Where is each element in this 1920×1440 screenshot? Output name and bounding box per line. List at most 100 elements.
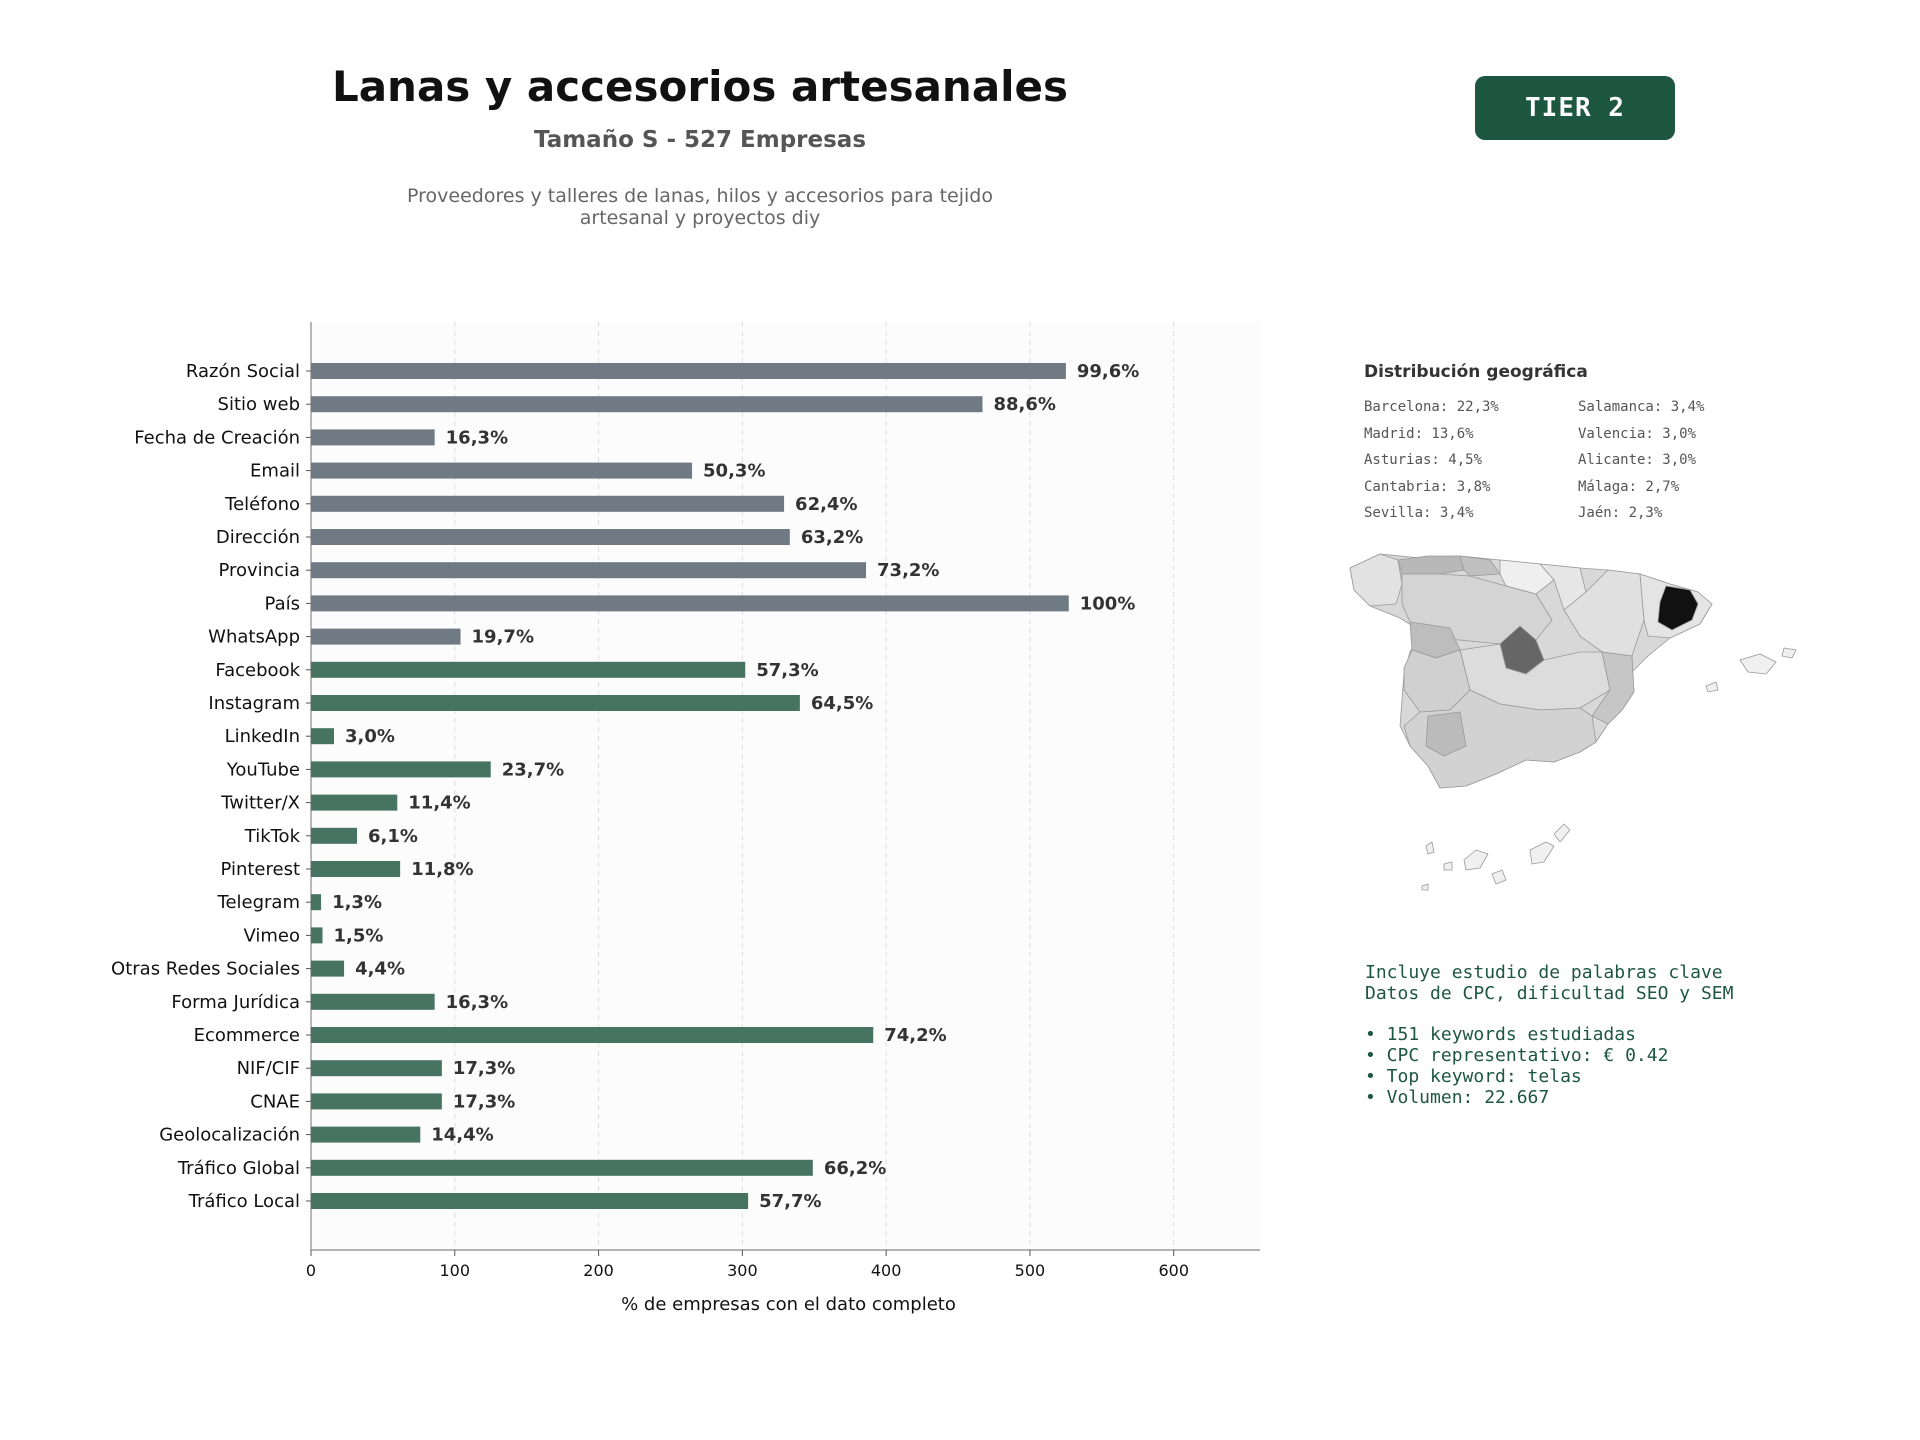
- bar: [311, 1060, 442, 1077]
- data-label: 100%: [1080, 593, 1136, 614]
- category-label: Email: [250, 461, 300, 482]
- x-tick-label: 200: [583, 1261, 614, 1280]
- category-label: Instagram: [208, 693, 300, 714]
- data-label: 1,5%: [334, 925, 384, 946]
- category-label: NIF/CIF: [237, 1058, 300, 1079]
- data-label: 4,4%: [355, 959, 405, 980]
- bar: [311, 794, 398, 811]
- category-label: Vimeo: [243, 925, 300, 946]
- sector-description: Proveedores y talleres de lanas, hilos y…: [370, 185, 1030, 229]
- x-tick-label: 500: [1015, 1261, 1046, 1280]
- geo-item: Cantabria: 3,8%: [1364, 478, 1491, 495]
- bar: [311, 827, 358, 844]
- map-region: [1421, 883, 1429, 891]
- category-label: YouTube: [226, 759, 300, 780]
- category-label: Fecha de Creación: [134, 427, 300, 448]
- geo-item: Jaén: 2,3%: [1578, 505, 1663, 521]
- x-tick-label: 400: [871, 1261, 902, 1280]
- category-label: Forma Jurídica: [171, 992, 300, 1013]
- data-label: 63,2%: [801, 527, 863, 548]
- map-region: [1781, 647, 1797, 659]
- data-label: 16,3%: [446, 427, 508, 448]
- geo-item: Málaga: 2,7%: [1578, 478, 1680, 495]
- category-label: Ecommerce: [194, 1025, 300, 1046]
- bar: [311, 993, 435, 1010]
- bar: [311, 861, 401, 877]
- completeness-bar-chart: 0 100 200 300 400 500 600 Razón Social 99,6% Siti…: [111, 322, 1260, 1315]
- page-subtitle: Tamaño S - 527 Empresas: [533, 127, 867, 153]
- info-bullet: • Volumen: 22.667: [1365, 1087, 1550, 1108]
- bar: [311, 529, 790, 545]
- data-label: 66,2%: [824, 1158, 886, 1179]
- geo-distribution-list: Barcelona: 22,3% Madrid: 13,6% Asturias:…: [1364, 399, 1764, 532]
- info-bullet: • CPC representativo: € 0.42: [1365, 1045, 1669, 1066]
- map-region: [1553, 823, 1571, 843]
- data-label: 62,4%: [795, 494, 857, 515]
- geo-item: Barcelona: 22,3%: [1364, 399, 1499, 415]
- map-region: [1591, 651, 1635, 725]
- geo-distribution-title: Distribución geográfica: [1364, 362, 1588, 382]
- data-label: 11,8%: [411, 859, 473, 880]
- category-label: Teléfono: [224, 494, 300, 515]
- bar: [311, 661, 746, 678]
- category-label: Otras Redes Sociales: [111, 959, 300, 980]
- map-region: [1397, 555, 1465, 575]
- category-label: TikTok: [244, 826, 301, 847]
- map-region: [1349, 553, 1403, 607]
- map-region: [1443, 861, 1453, 871]
- bar: [311, 562, 867, 579]
- category-label: Sitio web: [218, 394, 300, 415]
- info-line-2: Datos de CPC, dificultad SEO y SEM: [1365, 983, 1734, 1004]
- bar: [311, 894, 322, 911]
- geo-item: Salamanca: 3,4%: [1578, 399, 1705, 415]
- bar: [311, 960, 345, 977]
- bar: [311, 1027, 874, 1043]
- category-label: Tráfico Local: [188, 1191, 300, 1212]
- map-region: [1705, 681, 1719, 693]
- category-label: Twitter/X: [220, 793, 300, 814]
- geo-item: Madrid: 13,6%: [1364, 425, 1474, 442]
- category-label: Provincia: [218, 560, 300, 581]
- category-label: Razón Social: [186, 361, 300, 382]
- description-line-2: artesanal y proyectos diy: [579, 207, 821, 229]
- category-label: CNAE: [250, 1091, 300, 1112]
- data-label: 50,3%: [703, 461, 765, 482]
- category-label: Pinterest: [220, 859, 300, 880]
- category-label: WhatsApp: [208, 627, 300, 648]
- info-bullet: • Top keyword: telas: [1365, 1066, 1582, 1087]
- data-label: 73,2%: [877, 560, 939, 581]
- x-axis-label: % de empresas con el dato completo: [621, 1294, 956, 1315]
- category-label: Telegram: [217, 892, 300, 913]
- x-tick-label: 300: [727, 1261, 758, 1280]
- data-label: 57,7%: [759, 1191, 821, 1212]
- bar: [311, 728, 335, 745]
- data-label: 17,3%: [453, 1058, 515, 1079]
- category-label: LinkedIn: [225, 726, 300, 747]
- data-label: 6,1%: [368, 826, 418, 847]
- map-region: [1739, 653, 1777, 675]
- data-label: 99,6%: [1077, 361, 1139, 382]
- map-region: [1425, 841, 1435, 855]
- bar: [311, 363, 1066, 379]
- description-line-1: Proveedores y talleres de lanas, hilos y…: [407, 185, 993, 207]
- map-region: [1425, 711, 1467, 757]
- geo-item: Asturias: 4,5%: [1364, 452, 1483, 468]
- page-title: Lanas y accesorios artesanales: [331, 62, 1069, 111]
- map-region: [1463, 849, 1489, 871]
- x-tick-label: 600: [1158, 1261, 1189, 1280]
- map-region: [1657, 585, 1699, 631]
- category-label: Dirección: [216, 527, 300, 548]
- geo-item: Alicante: 3,0%: [1578, 452, 1697, 468]
- bar: [311, 1126, 421, 1143]
- bar: [311, 1159, 813, 1176]
- data-label: 14,4%: [431, 1125, 493, 1146]
- spain-province-map: [1349, 553, 1797, 891]
- x-tick-label: 0: [306, 1261, 316, 1280]
- bar: [311, 927, 323, 944]
- geo-item: Sevilla: 3,4%: [1364, 505, 1474, 521]
- info-line-1: Incluye estudio de palabras clave: [1365, 962, 1723, 983]
- bar: [311, 595, 1069, 612]
- data-label: 74,2%: [884, 1025, 946, 1046]
- category-label: Facebook: [215, 660, 300, 681]
- bar: [311, 628, 461, 645]
